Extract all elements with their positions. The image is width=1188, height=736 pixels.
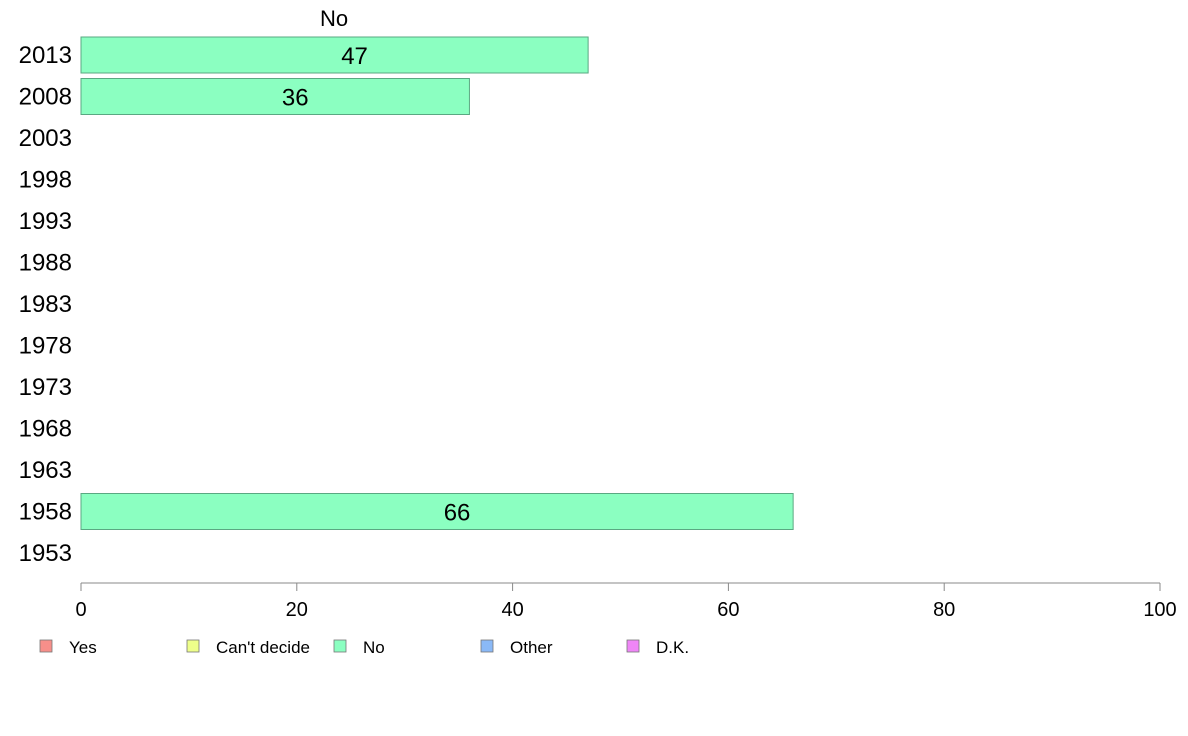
legend-label: Other — [510, 638, 553, 657]
bar-data-label: 36 — [282, 85, 309, 112]
y-tick-label: 2008 — [19, 84, 72, 111]
x-axis: 0 20 40 60 80 100 — [75, 582, 1177, 621]
bar — [80, 493, 794, 530]
y-tick-label: 1968 — [19, 416, 72, 443]
x-tick-label: 40 — [501, 599, 523, 621]
y-axis-labels: 2013 2008 2003 1998 1993 1988 1983 1978 1973 1968… — [19, 42, 72, 567]
chart-title: No — [320, 6, 348, 31]
y-tick-label: 1993 — [19, 208, 72, 235]
legend-label: No — [363, 638, 385, 657]
y-tick-label: 1983 — [19, 291, 72, 318]
legend-label: Can't decide — [216, 638, 310, 657]
legend-swatch — [39, 639, 53, 653]
legend-swatch — [480, 639, 494, 653]
x-tick-label: 20 — [286, 599, 308, 621]
legend-swatch — [333, 639, 347, 653]
y-tick-label: 2003 — [19, 125, 72, 152]
legend-swatch — [186, 639, 200, 653]
y-tick-label: 1978 — [19, 333, 72, 360]
x-tick-label: 0 — [75, 599, 86, 621]
x-tick-label: 60 — [717, 599, 739, 621]
bar — [80, 36, 589, 74]
legend-label: D.K. — [656, 638, 689, 657]
bar — [80, 78, 470, 115]
bars: 47 36 66 — [80, 36, 794, 530]
y-tick-label: 2013 — [19, 42, 72, 69]
legend-swatch — [626, 639, 640, 653]
bar-data-label: 47 — [341, 43, 368, 70]
x-tick-label: 100 — [1143, 599, 1176, 621]
y-tick-label: 1953 — [19, 540, 72, 567]
x-tick-label: 80 — [933, 599, 955, 621]
y-tick-label: 1998 — [19, 167, 72, 194]
bar-data-label: 66 — [444, 500, 471, 527]
y-tick-label: 1958 — [19, 499, 72, 526]
y-tick-label: 1963 — [19, 457, 72, 484]
y-tick-label: 1973 — [19, 374, 72, 401]
y-tick-label: 1988 — [19, 250, 72, 277]
legend: Yes Can't decide No Other D.K. — [39, 638, 689, 657]
legend-label: Yes — [69, 638, 97, 657]
